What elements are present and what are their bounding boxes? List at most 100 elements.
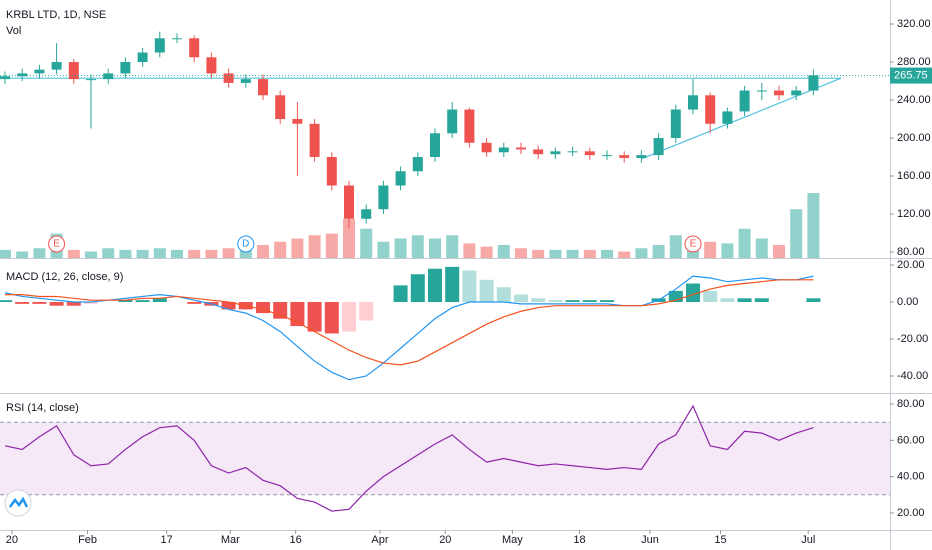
candle-body xyxy=(481,142,492,153)
y-tick-label: -40.00 xyxy=(897,370,928,382)
histogram-bar xyxy=(84,302,98,304)
event-marker: D xyxy=(237,235,255,253)
candle-body xyxy=(292,119,303,124)
histogram-bar xyxy=(393,285,408,303)
histogram-bar xyxy=(0,300,12,303)
candle-body xyxy=(705,95,716,124)
volume-bar xyxy=(549,249,562,258)
event-circle xyxy=(48,235,66,253)
volume-bar xyxy=(480,246,493,258)
candle-body xyxy=(430,133,440,158)
volume-bar xyxy=(239,248,252,258)
volume-bar xyxy=(446,235,459,258)
volume-bar xyxy=(394,238,407,258)
last-price-box xyxy=(890,67,932,84)
volume-bar xyxy=(618,251,631,258)
event-marker: E xyxy=(48,235,66,253)
volume-bar xyxy=(583,249,596,258)
candle-body xyxy=(395,171,406,186)
y-tick-label: 120.00 xyxy=(897,208,931,220)
rsi-line xyxy=(4,404,814,512)
histogram-bar xyxy=(135,300,150,303)
volume-bar xyxy=(360,228,373,258)
y-tick-label: 240.00 xyxy=(897,94,931,106)
histogram-bar xyxy=(514,294,528,303)
candle-body xyxy=(774,90,784,96)
candle-body xyxy=(0,76,10,80)
histogram-bar xyxy=(187,302,202,304)
volume-bar xyxy=(377,241,390,258)
histogram-bar xyxy=(221,302,236,310)
logo-mark[interactable] xyxy=(8,496,29,508)
volume-bar xyxy=(308,235,321,258)
candle-body xyxy=(223,73,234,83)
candle-body xyxy=(154,38,165,53)
x-tick-label: Mar xyxy=(221,534,240,546)
candle-body xyxy=(361,209,372,219)
volume-bar xyxy=(119,249,132,258)
x-tick-label: Apr xyxy=(371,534,388,546)
macd-line xyxy=(4,275,814,381)
event-circle xyxy=(237,235,255,253)
histogram-bar xyxy=(582,300,597,303)
y-tick-label: 20.00 xyxy=(897,259,925,271)
candle-body xyxy=(756,90,767,92)
x-tick-label: Jul xyxy=(801,534,815,546)
y-tick-label: 20.00 xyxy=(897,507,925,519)
candle-body xyxy=(464,109,475,143)
candle-body xyxy=(189,38,200,58)
volume-bar xyxy=(274,241,287,258)
volume-bar xyxy=(325,233,338,258)
x-tick-label: 16 xyxy=(290,534,302,546)
y-tick-label: 0.00 xyxy=(897,296,918,308)
histogram-bar xyxy=(15,302,30,304)
plot: E D E80.00120.00160.00200.00240.00280.0032… xyxy=(0,18,932,546)
volume-bar xyxy=(463,243,476,258)
histogram-bar xyxy=(445,266,460,303)
volume-bar xyxy=(738,228,751,258)
candle-body xyxy=(258,79,268,96)
histogram-bar xyxy=(531,298,546,303)
candle-body xyxy=(791,90,802,96)
candle-body xyxy=(808,75,819,91)
histogram-bar xyxy=(686,283,700,303)
candle-body xyxy=(619,155,630,158)
volume-bar xyxy=(16,251,29,258)
histogram-bar xyxy=(342,302,356,332)
event-label: D xyxy=(242,239,249,250)
x-tick-label: Feb xyxy=(78,534,97,546)
candle-body xyxy=(498,147,509,153)
chart-title: KRBL LTD, 1D, NSE xyxy=(6,9,106,21)
histogram-bar xyxy=(290,302,305,327)
candle-body xyxy=(137,52,148,63)
volume-bar xyxy=(773,245,785,258)
volume-bar xyxy=(411,235,424,258)
histogram-bar xyxy=(66,302,81,306)
histogram-bar xyxy=(428,268,442,303)
candle-body xyxy=(447,109,458,134)
candle-body xyxy=(550,151,561,155)
candle-body xyxy=(172,38,182,40)
volume-bar xyxy=(188,249,201,258)
candle-body xyxy=(275,95,286,120)
signal-line xyxy=(5,279,814,366)
histogram-bar xyxy=(324,302,339,334)
rsi-title: RSI (14, close) xyxy=(6,402,79,414)
histogram-bar xyxy=(462,270,477,303)
volume-bar xyxy=(85,251,97,258)
candle-body xyxy=(602,155,612,157)
volume-bar xyxy=(669,235,682,258)
candle-body xyxy=(688,95,698,110)
logo[interactable] xyxy=(4,489,32,517)
candle-body xyxy=(653,138,664,156)
volume-bar xyxy=(0,249,11,258)
volume-bar xyxy=(343,219,355,258)
volume-bar xyxy=(601,249,613,258)
candle-body xyxy=(206,57,217,74)
histogram-bar xyxy=(668,290,683,303)
y-tick-label: 80.00 xyxy=(897,398,925,410)
histogram-bar xyxy=(256,302,270,314)
volume-bar xyxy=(205,249,218,258)
candle-body xyxy=(412,157,423,172)
